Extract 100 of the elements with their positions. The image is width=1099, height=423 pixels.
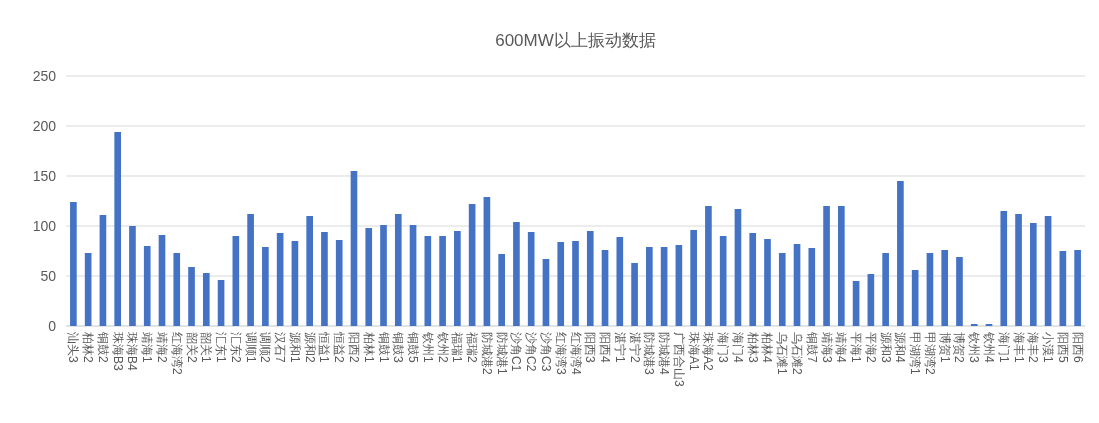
bar <box>1000 211 1008 326</box>
bar <box>291 241 299 326</box>
bar <box>129 226 136 326</box>
x-tick-label: 韶关2 <box>184 332 199 363</box>
x-tick-label: 汇东2 <box>228 332 243 363</box>
bar <box>365 228 373 326</box>
x-tick-label: 阳西3 <box>583 332 598 363</box>
x-tick-label: 珠海B4 <box>125 332 140 371</box>
y-tick-label: 150 <box>32 168 57 184</box>
bar <box>114 132 122 326</box>
bar <box>1015 214 1022 326</box>
bar <box>173 253 181 326</box>
x-tick-label: 博贺2 <box>952 332 967 363</box>
x-tick-label: 福瑞1 <box>450 332 465 363</box>
bar <box>527 232 535 326</box>
x-tick-label: 平海1 <box>849 332 864 363</box>
x-tick-label: 广西合山3 <box>671 332 686 387</box>
x-tick-label: 阳西5 <box>1055 332 1070 363</box>
bar <box>1059 251 1067 326</box>
x-tick-label: 甲湖湾2 <box>922 332 937 375</box>
x-tick-label: 铜鼓7 <box>804 331 819 363</box>
bar <box>897 181 904 326</box>
bar <box>335 240 343 326</box>
x-tick-label: 博贺1 <box>937 332 952 363</box>
bar <box>749 233 757 326</box>
bar <box>498 254 505 326</box>
bar <box>439 236 446 326</box>
bar <box>956 257 963 326</box>
bar <box>601 250 609 326</box>
bar <box>350 171 358 326</box>
y-tick-label: 100 <box>32 218 57 234</box>
bar <box>143 246 151 326</box>
bar <box>542 259 550 326</box>
y-tick-label: 50 <box>40 268 57 284</box>
bar <box>454 231 461 326</box>
bar <box>778 253 786 326</box>
x-tick-label: 红海湾4 <box>568 332 583 375</box>
x-tick-label: 源和3 <box>878 332 893 363</box>
bar <box>380 225 387 326</box>
x-tick-label: 湛宁1 <box>612 332 627 363</box>
bar <box>262 247 269 326</box>
bar <box>719 236 727 326</box>
bar <box>705 206 712 326</box>
bar <box>306 216 313 326</box>
bar <box>513 222 520 326</box>
x-tick-label: 钦州4 <box>982 331 997 363</box>
bar <box>202 273 210 326</box>
bar <box>808 248 816 326</box>
bar <box>483 197 491 326</box>
bar <box>158 235 166 326</box>
x-tick-label: 湛宁2 <box>627 332 642 363</box>
bar <box>660 247 668 326</box>
bar <box>823 206 830 326</box>
bar <box>409 225 417 326</box>
x-tick-label: 源和2 <box>302 332 317 363</box>
bar <box>867 274 875 326</box>
x-tick-label: 防城港4 <box>657 332 672 375</box>
x-tick-label: 钦州1 <box>420 331 435 363</box>
bar <box>941 250 949 326</box>
x-tick-label: 海门4 <box>730 332 745 363</box>
x-tick-label: 恒益2 <box>332 331 347 363</box>
x-tick-label: 铜鼓3 <box>391 331 406 363</box>
y-tick-label: 0 <box>48 318 57 334</box>
x-tick-label: 韶关1 <box>199 332 214 363</box>
bar <box>793 244 801 326</box>
bar <box>1044 216 1052 326</box>
x-tick-label: 沙角C3 <box>538 332 553 372</box>
x-tick-label: 钦州2 <box>435 331 450 363</box>
bar <box>276 233 284 326</box>
bar <box>394 214 402 326</box>
bar <box>838 206 845 326</box>
x-tick-label: 海门1 <box>996 332 1011 363</box>
x-tick-label: 防城港2 <box>479 332 494 375</box>
bar <box>468 204 476 326</box>
x-tick-label: 靖海1 <box>140 332 155 363</box>
x-tick-label: 汕头3 <box>66 332 81 363</box>
x-tick-label: 调顺2 <box>258 332 273 363</box>
x-tick-label: 铜鼓2 <box>95 331 110 363</box>
bar <box>1074 250 1081 326</box>
bar <box>572 241 579 326</box>
x-tick-label: 汇东1 <box>214 332 229 363</box>
x-tick-label: 海丰1 <box>1011 332 1026 363</box>
x-tick-label: 乌石滩1 <box>775 332 790 375</box>
x-tick-label: 钦州3 <box>967 331 982 363</box>
x-tick-label: 源和1 <box>287 332 302 363</box>
x-tick-label: 调顺1 <box>243 332 258 363</box>
bar <box>247 214 254 326</box>
bar <box>99 215 107 326</box>
bar <box>217 280 225 326</box>
x-tick-label: 红海湾3 <box>553 332 568 375</box>
bar <box>911 270 919 326</box>
x-tick-label: 柏林3 <box>745 331 760 363</box>
bar <box>734 209 742 326</box>
x-tick-label: 铜鼓5 <box>406 331 421 363</box>
x-tick-label: 沙角C2 <box>524 332 539 372</box>
x-tick-label: 阳西2 <box>346 332 361 363</box>
x-tick-label: 海门3 <box>716 332 731 363</box>
x-tick-label: 靖海4 <box>834 332 849 363</box>
bar <box>232 236 240 326</box>
y-tick-label: 200 <box>32 118 57 134</box>
